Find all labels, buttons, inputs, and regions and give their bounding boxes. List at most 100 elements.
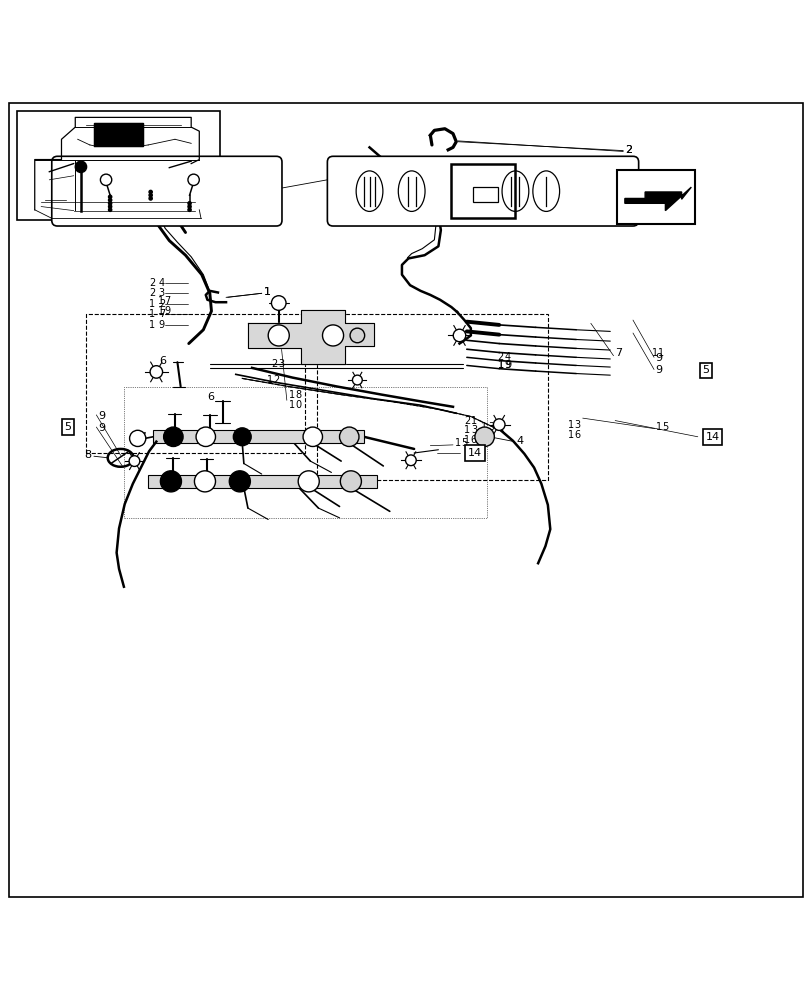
Circle shape (339, 427, 358, 446)
Circle shape (187, 174, 199, 185)
Text: 2 2: 2 2 (604, 172, 621, 182)
Text: 9: 9 (159, 320, 165, 330)
Circle shape (130, 430, 146, 446)
Circle shape (298, 471, 319, 492)
Text: 7: 7 (165, 296, 170, 306)
Circle shape (75, 161, 87, 173)
Text: 9: 9 (654, 365, 662, 375)
Circle shape (109, 195, 112, 198)
Text: 9: 9 (98, 411, 105, 421)
Text: 14: 14 (705, 432, 719, 442)
Text: 2: 2 (497, 352, 504, 362)
Text: 6: 6 (160, 356, 166, 366)
Circle shape (109, 205, 112, 208)
Text: 5: 5 (661, 422, 667, 432)
Circle shape (322, 325, 343, 346)
Text: 8: 8 (294, 390, 301, 400)
Text: 5: 5 (461, 438, 467, 448)
Text: 1: 1 (481, 432, 487, 442)
Text: 2: 2 (624, 145, 631, 155)
Polygon shape (247, 310, 373, 364)
Text: 9: 9 (654, 353, 662, 363)
Text: 3: 3 (277, 359, 284, 369)
Circle shape (195, 427, 215, 446)
Circle shape (233, 428, 251, 446)
Circle shape (149, 197, 152, 200)
Text: 7: 7 (615, 348, 621, 358)
Text: 1: 1 (568, 420, 573, 430)
Text: 2: 2 (624, 145, 631, 155)
Text: 1: 1 (470, 416, 476, 426)
Text: 1: 1 (288, 400, 294, 410)
Text: 6: 6 (207, 392, 214, 402)
Text: 1: 1 (158, 306, 164, 316)
Text: 1: 1 (149, 299, 156, 309)
Polygon shape (94, 123, 143, 146)
Text: 5: 5 (64, 422, 71, 432)
Text: 1: 1 (481, 422, 487, 432)
Text: 7: 7 (159, 309, 165, 319)
Circle shape (187, 205, 191, 208)
Circle shape (303, 427, 322, 446)
Circle shape (350, 328, 364, 343)
Circle shape (352, 375, 362, 385)
Circle shape (453, 329, 466, 342)
Circle shape (109, 198, 112, 202)
Text: 2: 2 (159, 299, 165, 309)
Text: 2: 2 (271, 359, 277, 369)
Text: 1: 1 (654, 422, 661, 432)
Text: 3: 3 (487, 422, 493, 432)
Circle shape (101, 174, 112, 185)
FancyBboxPatch shape (327, 156, 638, 226)
Text: 2: 2 (272, 375, 279, 385)
Text: 1: 1 (149, 320, 156, 330)
Text: 1: 1 (264, 287, 271, 297)
Text: 5: 5 (702, 365, 709, 375)
Text: 2: 2 (156, 190, 161, 199)
Text: 1: 1 (464, 435, 470, 445)
Bar (473, 187, 497, 202)
Text: 1: 1 (158, 296, 164, 306)
Text: 1: 1 (288, 390, 294, 400)
Circle shape (268, 325, 289, 346)
Text: 9: 9 (98, 423, 105, 433)
Circle shape (161, 471, 181, 492)
Bar (616, 170, 694, 224)
Circle shape (493, 419, 504, 430)
Text: 1: 1 (264, 287, 271, 297)
Text: 4: 4 (516, 436, 523, 446)
Text: 6: 6 (574, 430, 580, 440)
Text: 4: 4 (504, 352, 509, 362)
Bar (148, 475, 376, 488)
Text: 1: 1 (497, 360, 503, 370)
Circle shape (187, 208, 191, 211)
Text: 8: 8 (84, 450, 91, 460)
Text: 1: 1 (568, 430, 573, 440)
Circle shape (340, 471, 361, 492)
Text: 3: 3 (574, 420, 580, 430)
Text: 1: 1 (498, 360, 504, 370)
Text: 9: 9 (165, 306, 170, 316)
Text: 9: 9 (504, 360, 509, 370)
Bar (153, 430, 363, 443)
Text: 3: 3 (470, 425, 476, 435)
Text: 6: 6 (470, 435, 476, 445)
Text: N: N (145, 176, 156, 189)
Text: 1: 1 (266, 375, 272, 385)
Circle shape (474, 427, 494, 446)
Bar (17, 111, 219, 220)
Polygon shape (624, 187, 690, 211)
Circle shape (187, 202, 191, 205)
Text: 2: 2 (149, 278, 156, 288)
Text: 1: 1 (657, 348, 663, 358)
Circle shape (149, 194, 152, 197)
Circle shape (109, 208, 112, 211)
Circle shape (109, 202, 112, 205)
Bar (451, 164, 514, 218)
Text: 1: 1 (650, 348, 657, 358)
FancyBboxPatch shape (52, 156, 281, 226)
Text: 2 0: 2 0 (331, 172, 349, 182)
Text: 9: 9 (504, 360, 510, 370)
Text: 14: 14 (467, 448, 482, 458)
Text: 0: 0 (294, 400, 301, 410)
